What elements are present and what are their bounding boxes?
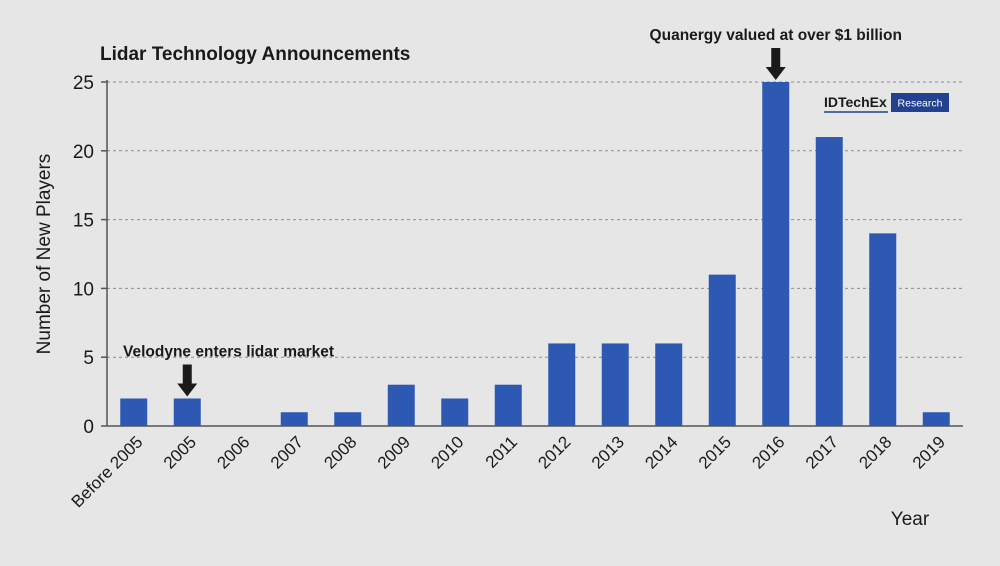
bar [120, 398, 148, 426]
y-tick-label: 5 [83, 348, 94, 369]
annotation-arrow [177, 364, 198, 397]
x-axis-ticks: Before 2005 2005 2006 2007 2008 2009 2010 2011 2… [68, 432, 949, 511]
bar [173, 398, 201, 426]
x-tick-label: 2008 [320, 432, 360, 472]
x-tick-label: 2009 [374, 432, 414, 472]
x-tick-label: 2014 [641, 432, 681, 472]
x-tick-label: 2007 [267, 432, 307, 472]
annotation-label: Velodyne enters lidar market [123, 343, 334, 360]
x-tick-label: 2011 [482, 432, 521, 471]
x-tick-label: 2005 [160, 432, 200, 472]
bar [280, 412, 308, 426]
x-tick-label: 2006 [213, 432, 253, 472]
bar [762, 82, 790, 426]
bar [494, 384, 522, 426]
bar [441, 398, 469, 426]
annotation-arrow [765, 48, 786, 80]
y-tick-label: 15 [73, 211, 94, 232]
bar [334, 412, 362, 426]
bar [601, 343, 629, 426]
idtechex-logo: IDTechEx Research [824, 93, 949, 113]
grid-lines [107, 81, 963, 358]
y-axis-label: Number of New Players [34, 154, 55, 355]
x-tick-label: 2018 [855, 432, 895, 472]
logo-badge-text: Research [898, 98, 943, 110]
bar [708, 274, 736, 426]
bar [655, 343, 683, 426]
x-tick-label: Before 2005 [68, 432, 147, 511]
x-tick-label: 2013 [588, 432, 628, 472]
x-tick-label: 2016 [748, 432, 788, 472]
annotation-label: Quanergy valued at over $1 billion [650, 27, 902, 44]
bar [548, 343, 576, 426]
bars [120, 82, 950, 427]
y-tick-label: 10 [73, 279, 94, 300]
bar [869, 233, 897, 426]
bar [387, 384, 415, 426]
y-tick-label: 20 [73, 142, 94, 163]
x-tick-label: 2012 [534, 432, 574, 472]
x-axis-label: Year [891, 509, 930, 530]
y-tick-label: 0 [83, 417, 94, 438]
y-tick-label: 25 [73, 73, 94, 94]
logo-badge [891, 93, 949, 112]
y-axis-ticks: 0 5 10 15 20 25 [73, 73, 107, 438]
chart-title: Lidar Technology Announcements [100, 44, 410, 65]
x-tick-label: 2010 [427, 432, 467, 472]
x-tick-label: 2017 [802, 432, 842, 472]
bar [922, 412, 950, 426]
annotations: Velodyne enters lidar market Quanergy val… [123, 27, 902, 397]
x-tick-label: 2019 [909, 432, 949, 472]
logo-text: IDTechEx [824, 94, 887, 110]
bar [815, 137, 843, 427]
x-tick-label: 2015 [695, 432, 735, 472]
